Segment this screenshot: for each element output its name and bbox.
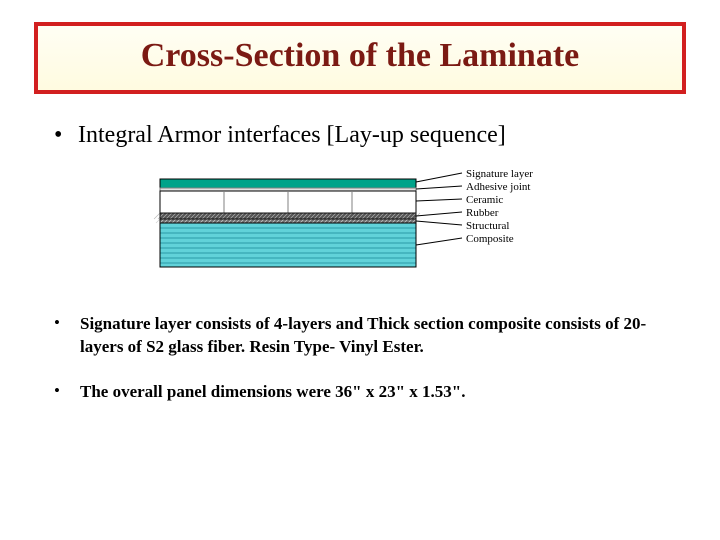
bullet-dot-icon: • [54,381,80,404]
layer-label-rubber: Rubber [466,207,499,219]
layer-label-structural: Structural [466,220,509,232]
layer-signature [160,179,416,188]
main-bullet-text: Integral Armor interfaces [Lay-up sequen… [78,122,506,148]
layer-label-ceramic: Ceramic [466,194,503,206]
layer-label-signature: Signature layer [466,168,533,180]
slide: Cross-Section of the Laminate • Integral… [0,0,720,540]
layer-structural [156,219,416,223]
sub-bullet-text: Signature layer consists of 4-layers and… [80,313,678,359]
sub-bullets: •Signature layer consists of 4-layers an… [34,313,686,404]
sub-bullet: •The overall panel dimensions were 36" x… [34,381,686,404]
layer-label-adhesive: Adhesive joint [466,181,530,193]
sub-bullet-text: The overall panel dimensions were 36" x … [80,381,465,404]
bullet-dot-icon: • [54,313,80,359]
layer-rubber [154,213,420,219]
title-box: Cross-Section of the Laminate [34,22,686,94]
slide-title: Cross-Section of the Laminate [141,37,580,74]
layer-ceramic [160,191,416,213]
bullet-dot-icon: • [54,122,72,149]
diagram-container: Signature layerAdhesive jointCeramicRubb… [34,167,686,287]
layer-label-composite: Composite [466,233,514,245]
sub-bullet: •Signature layer consists of 4-layers an… [34,313,686,359]
layer-composite [160,223,416,267]
main-bullet: • Integral Armor interfaces [Lay-up sequ… [54,122,686,149]
cross-section-diagram: Signature layerAdhesive jointCeramicRubb… [150,167,570,287]
